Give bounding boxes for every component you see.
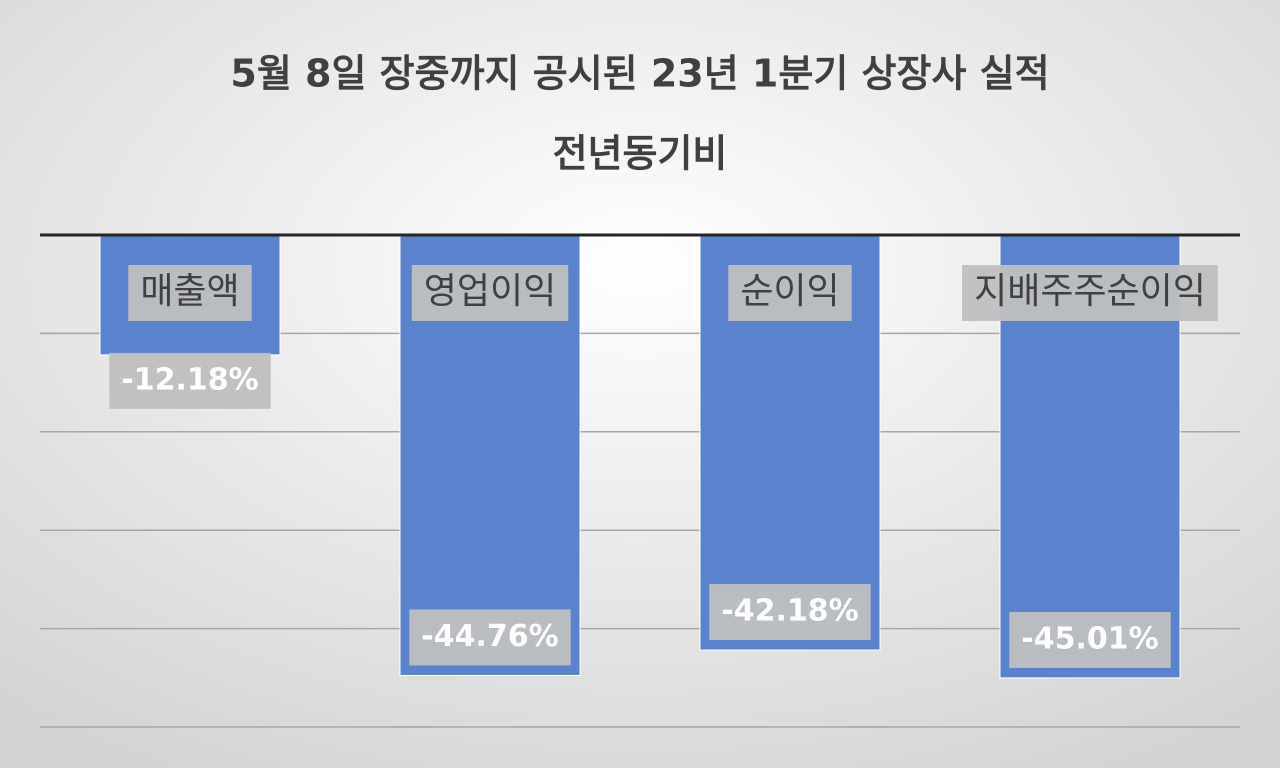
value-label-bg (109, 352, 271, 409)
value-label-bg (409, 609, 571, 666)
value-label: -12.18% (121, 362, 258, 397)
category-label: 지배주주순이익 (974, 271, 1206, 312)
category-label: 영업이익 (424, 271, 556, 312)
category-label: 순이익 (740, 271, 839, 312)
value-label: -42.18% (721, 594, 858, 629)
category-label-bg (962, 265, 1218, 321)
value-label: -45.01% (1021, 621, 1158, 656)
category-label: 매출액 (140, 271, 239, 312)
value-label: -44.76% (421, 619, 558, 654)
category-label-bg (411, 265, 569, 321)
value-label-bg (709, 584, 871, 641)
category-label-bg (128, 265, 252, 321)
value-label-bg (1009, 611, 1171, 668)
chart-title: 전년동기비 (553, 132, 728, 176)
chart-title: 5월 8일 장중까지 공시된 23년 1분기 상장사 실적 (230, 52, 1049, 96)
category-label-bg (728, 265, 852, 321)
